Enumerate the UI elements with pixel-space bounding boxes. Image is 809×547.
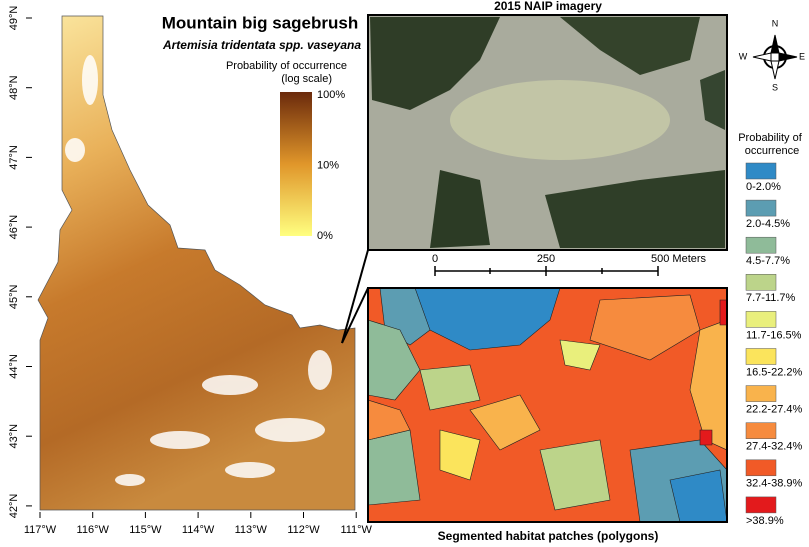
- habitat-patch: [669, 469, 727, 522]
- lat-label: 49°N: [8, 6, 20, 31]
- legend-swatch: [745, 311, 777, 328]
- compass: [752, 34, 798, 80]
- lon-label: 115°W: [129, 524, 162, 536]
- habitat-patch: [559, 339, 601, 371]
- scale-bar: [434, 266, 659, 276]
- lat-label: 46°N: [8, 215, 20, 240]
- scale-label: 500 Meters: [651, 253, 707, 265]
- lon-label: 113°W: [235, 524, 268, 536]
- legend-swatch: [745, 348, 777, 365]
- compass-e: E: [799, 51, 805, 61]
- legend-swatch: [745, 385, 777, 402]
- lon-label: 116°W: [77, 524, 110, 536]
- imagery: [367, 14, 728, 251]
- legend-label: 0-2.0%: [746, 181, 781, 193]
- segmented-patches: [368, 288, 727, 522]
- compass-w: W: [739, 51, 748, 61]
- colorbar-label: 10%: [317, 159, 339, 171]
- legend-label: 27.4-32.4%: [746, 441, 802, 453]
- lat-label: 44°N: [8, 354, 20, 379]
- habitat-patch: [589, 294, 701, 361]
- lat-label: 43°N: [8, 424, 20, 449]
- imagery-title: 2015 NAIP imagery: [494, 0, 602, 13]
- segment-caption: Segmented habitat patches (polygons): [438, 529, 659, 543]
- lon-label: 114°W: [182, 524, 215, 536]
- inset-line: [341, 249, 369, 344]
- inset-line: [341, 287, 369, 344]
- lon-label: 117°W: [24, 524, 57, 536]
- habitat-patch: [719, 299, 727, 326]
- colorbar: [280, 92, 312, 236]
- habitat-patch: [469, 394, 541, 451]
- legend-label: 2.0-4.5%: [746, 218, 790, 230]
- habitat-patch: [699, 429, 713, 446]
- lat-label: 45°N: [8, 284, 20, 309]
- habitat-patch: [419, 364, 481, 411]
- habitat-patch: [368, 319, 421, 401]
- legend-label: >38.9%: [746, 515, 784, 527]
- habitat-patch: [539, 439, 611, 511]
- colorbar-label: 100%: [317, 89, 345, 101]
- compass-s: S: [772, 82, 778, 92]
- legend-swatch: [745, 236, 777, 254]
- legend-label: 4.5-7.7%: [746, 255, 790, 267]
- lon-label: 112°W: [287, 524, 320, 536]
- colorbar-title: Probability of occurrence: [226, 60, 347, 72]
- legend-swatch: [745, 422, 777, 439]
- legend-label: 7.7-11.7%: [746, 292, 796, 304]
- legend-title: occurrence: [745, 145, 799, 157]
- map-title: Mountain big sagebrush: [162, 13, 358, 32]
- legend-swatch: [745, 496, 777, 514]
- legend-title: Probability of: [738, 132, 803, 144]
- lat-label: 42°N: [8, 494, 20, 519]
- legend-swatch: [745, 459, 777, 477]
- lon-label: 111°W: [340, 524, 372, 536]
- legend-label: 16.5-22.2%: [746, 366, 802, 378]
- colorbar-title: (log scale): [281, 73, 332, 85]
- lat-label: 48°N: [8, 75, 20, 100]
- lat-label: 47°N: [8, 145, 20, 170]
- scale-label: 250: [537, 253, 555, 265]
- segment-frame: [367, 287, 728, 523]
- colorbar-label: 0%: [317, 230, 333, 242]
- legend-label: 11.7-16.5%: [746, 329, 802, 341]
- legend-swatch: [745, 199, 777, 217]
- compass-n: N: [772, 18, 779, 28]
- legend-swatch: [745, 162, 777, 180]
- legend-swatch: [745, 274, 777, 291]
- idaho-map: [37, 15, 356, 511]
- no-data-patches: [65, 55, 332, 486]
- legend-label: 22.2-27.4%: [746, 404, 802, 416]
- habitat-patch: [439, 429, 481, 481]
- map-subtitle: Artemisia tridentata spp. vaseyana: [162, 38, 361, 52]
- scale-label: 0: [432, 253, 438, 265]
- legend-label: 32.4-38.9%: [746, 478, 802, 490]
- habitat-patch: [368, 399, 411, 441]
